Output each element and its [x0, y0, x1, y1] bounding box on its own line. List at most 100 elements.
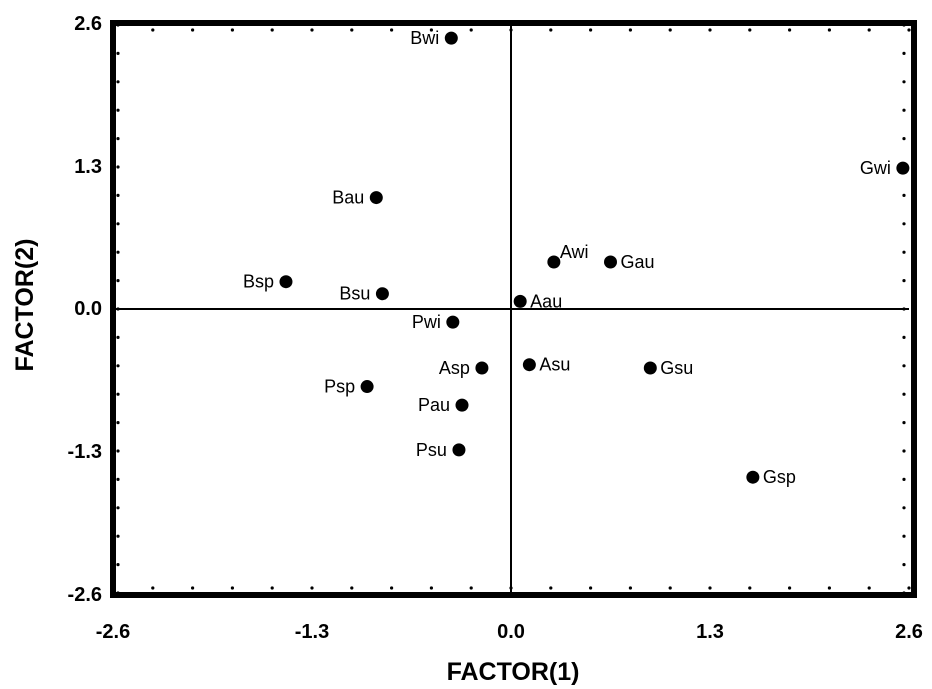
data-point-bsp — [279, 275, 293, 289]
frame-tick — [902, 506, 906, 510]
frame-tick — [151, 28, 155, 32]
frame-tick — [589, 586, 593, 590]
frame-tick — [116, 563, 120, 567]
frame-tick — [429, 586, 433, 590]
x-tick-label: -1.3 — [295, 621, 329, 643]
data-point-asp — [475, 361, 489, 375]
frame-tick — [902, 335, 906, 339]
y-tick-label: 2.6 — [74, 13, 102, 35]
frame-tick — [116, 80, 120, 84]
frame-tick — [902, 222, 906, 226]
frame-tick — [116, 591, 120, 595]
data-point-pwi — [446, 315, 460, 329]
y-tick-label: -1.3 — [68, 441, 102, 463]
frame-tick — [111, 28, 115, 32]
y-tick-label: 0.0 — [74, 298, 102, 320]
frame-tick — [191, 28, 195, 32]
frame-tick — [116, 364, 120, 368]
point-label: Gau — [621, 252, 655, 272]
frame-tick — [116, 449, 120, 453]
data-point-bwi — [444, 31, 458, 45]
frame-tick — [116, 222, 120, 226]
frame-tick — [902, 80, 906, 84]
data-point-pau — [455, 398, 469, 412]
point-label: Bsu — [339, 284, 370, 304]
frame-tick — [116, 23, 120, 27]
frame-tick — [867, 586, 871, 590]
data-point-psu — [452, 443, 466, 457]
frame-tick — [116, 108, 120, 112]
frame-tick — [116, 477, 120, 481]
frame-tick — [902, 449, 906, 453]
frame-tick — [549, 586, 553, 590]
frame-tick — [867, 28, 871, 32]
x-tick-label: 0.0 — [497, 621, 525, 643]
frame-tick — [230, 28, 234, 32]
frame-tick — [902, 279, 906, 283]
data-point-gwi — [896, 161, 910, 175]
frame-tick — [390, 28, 394, 32]
frame-tick — [902, 591, 906, 595]
frame-tick — [907, 28, 911, 32]
frame-tick — [310, 586, 314, 590]
frame-tick — [469, 28, 473, 32]
frame-tick — [151, 586, 155, 590]
point-label: Aau — [530, 291, 562, 311]
frame-tick — [469, 586, 473, 590]
y-tick-label: 1.3 — [74, 156, 102, 178]
x-tick-label: 2.6 — [895, 621, 923, 643]
frame-tick — [668, 586, 672, 590]
point-label: Asp — [439, 358, 470, 378]
frame-tick — [748, 586, 752, 590]
data-points: Bwi Gwi Bau Awi Gau Bsp Bsu Aau Pwi Asu Asp Gsu Psp P… — [243, 28, 910, 487]
frame-tick — [350, 28, 354, 32]
frame-tick — [111, 586, 115, 590]
data-point-bau — [369, 191, 383, 205]
point-label: Awi — [560, 242, 589, 262]
frame-tick — [902, 392, 906, 396]
x-axis-title: FACTOR(1) — [447, 658, 580, 686]
point-label: Bwi — [410, 28, 439, 48]
frame-tick — [907, 586, 911, 590]
frame-tick — [628, 28, 633, 32]
frame-tick — [310, 28, 314, 32]
point-label: Gsu — [660, 358, 693, 378]
frame-tick — [116, 335, 120, 339]
frame-tick — [708, 28, 712, 32]
frame-tick — [827, 586, 832, 590]
frame-tick — [902, 250, 906, 254]
frame-tick — [827, 28, 832, 32]
frame-tick — [902, 51, 906, 56]
frame-tick — [116, 51, 120, 56]
frame-tick — [902, 563, 906, 567]
frame-tick — [116, 137, 120, 141]
frame-tick — [270, 28, 274, 32]
frame-tick — [116, 250, 120, 254]
point-label: Psp — [324, 377, 355, 397]
frame-tick — [708, 586, 712, 590]
frame-tick — [902, 477, 906, 481]
point-label: Gsp — [763, 467, 796, 487]
y-axis-title: FACTOR(2) — [11, 239, 39, 372]
data-point-gsp — [746, 470, 760, 484]
point-label: Pau — [418, 395, 450, 415]
frame-tick — [549, 28, 553, 32]
frame-tick — [902, 534, 906, 538]
frame-tick — [902, 23, 906, 27]
frame-tick — [902, 108, 906, 112]
frame-tick — [350, 586, 354, 590]
y-tick-label: -2.6 — [68, 584, 102, 606]
point-label: Gwi — [860, 158, 891, 178]
frame-tick — [191, 586, 195, 590]
point-label: Psu — [416, 440, 447, 460]
frame-tick — [628, 586, 633, 590]
frame-tick — [116, 506, 120, 510]
frame-tick — [116, 165, 120, 169]
frame-tick — [116, 392, 120, 396]
frame-tick — [668, 28, 672, 32]
frame-tick — [748, 28, 752, 32]
frame-tick — [390, 586, 394, 590]
data-point-psp — [360, 380, 374, 394]
data-point-gsu — [643, 361, 657, 375]
